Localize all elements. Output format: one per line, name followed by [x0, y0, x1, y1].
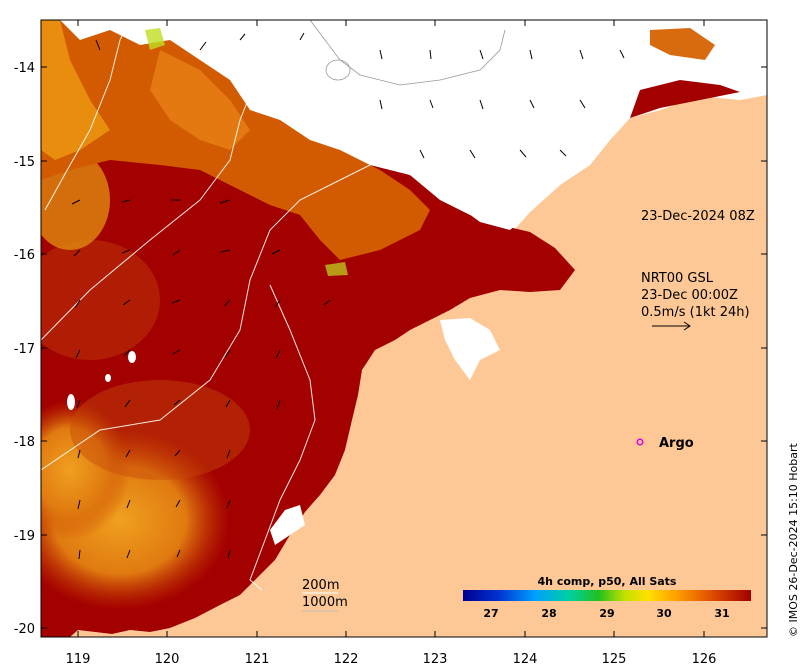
x-tick-label: 121 — [245, 652, 270, 667]
colorbar-tick: 29 — [599, 607, 614, 620]
argo-label: Argo — [659, 436, 694, 451]
y-axis — [41, 66, 767, 629]
y-tick-label: -14 — [14, 61, 35, 76]
y-tick-label: -16 — [14, 248, 35, 263]
current-source-label: NRT00 GSL — [641, 271, 714, 286]
y-tick-label: -18 — [14, 435, 35, 450]
vector-scale-arrow — [652, 321, 691, 331]
timestamp-label: 23-Dec-2024 08Z — [641, 209, 755, 224]
y-tick-label: -19 — [14, 529, 35, 544]
argo-marker — [636, 438, 644, 446]
colorbar: 4h comp, p50, All Sats 27 28 29 30 31 — [463, 575, 751, 620]
plot-frame — [40, 19, 768, 638]
x-tick-label: 120 — [155, 652, 180, 667]
x-tick-label: 126 — [692, 652, 717, 667]
colorbar-tick: 31 — [714, 607, 729, 620]
credit-label: © IMOS 26-Dec-2024 15:10 Hobart — [787, 442, 800, 637]
plot-area — [41, 20, 767, 637]
current-vectors — [71, 32, 625, 560]
current-time-label: 23-Dec 00:00Z — [641, 288, 738, 303]
colorbar-tick: 30 — [656, 607, 672, 620]
x-axis — [77, 20, 705, 637]
vector-scale-label: 0.5m/s (1kt 24h) — [641, 305, 750, 320]
colorbar-tick: 27 — [483, 607, 498, 620]
x-tick-label: 123 — [423, 652, 448, 667]
contour-200-label: 200m — [302, 578, 339, 593]
colorbar-tick: 28 — [541, 607, 556, 620]
depth-contours — [41, 20, 421, 591]
y-tick-label: -20 — [14, 622, 35, 637]
x-tick-label: 122 — [334, 652, 359, 667]
contour-1000-label: 1000m — [302, 595, 348, 610]
x-tick-label: 125 — [602, 652, 627, 667]
x-tick-label: 124 — [513, 652, 538, 667]
x-tick-label: 119 — [66, 652, 91, 667]
land-mass — [70, 95, 767, 637]
y-tick-label: -15 — [14, 155, 35, 170]
y-tick-label: -17 — [14, 342, 35, 357]
colorbar-title: 4h comp, p50, All Sats — [538, 575, 677, 588]
